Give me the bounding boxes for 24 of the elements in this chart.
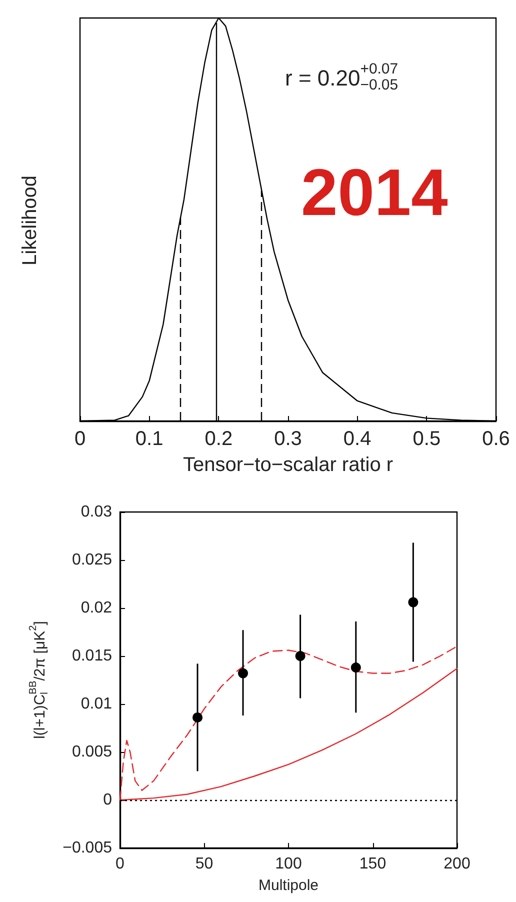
y-axis-title: l(l+1)CBBl/2π [μK2]	[28, 621, 50, 739]
x-axis-title: Multipole	[258, 877, 319, 894]
x-tick-label: 0.3	[274, 428, 302, 450]
x-tick-label: 0.2	[204, 428, 233, 450]
x-tick-label: 200	[444, 856, 470, 872]
y-axis-title: Likelihood	[19, 175, 41, 266]
y-tick-label: 0.005	[72, 744, 112, 760]
y-tick-label: 0.03	[80, 504, 112, 520]
x-axis-title: Tensor−to−scalar ratio r	[182, 454, 394, 476]
y-tick-label: −0.005	[62, 840, 112, 856]
y-tick-label: 0.025	[72, 552, 112, 568]
annotation: 2014	[301, 155, 448, 229]
x-tick-label: 100	[275, 856, 302, 872]
y-tick-label: 0.02	[80, 600, 112, 616]
x-tick-label: 0.6	[482, 428, 510, 450]
x-tick-label: 150	[359, 856, 386, 872]
x-tick-label: 0.5	[412, 428, 441, 450]
y-tick-label: 0.01	[80, 696, 112, 712]
x-tick-label: 0	[116, 856, 125, 872]
x-tick-label: 0.1	[135, 428, 164, 450]
y-tick-label: 0	[103, 792, 112, 808]
x-tick-label: 0.4	[343, 428, 372, 450]
y-tick-label: 0.015	[72, 648, 112, 664]
x-tick-label: 50	[195, 856, 214, 872]
